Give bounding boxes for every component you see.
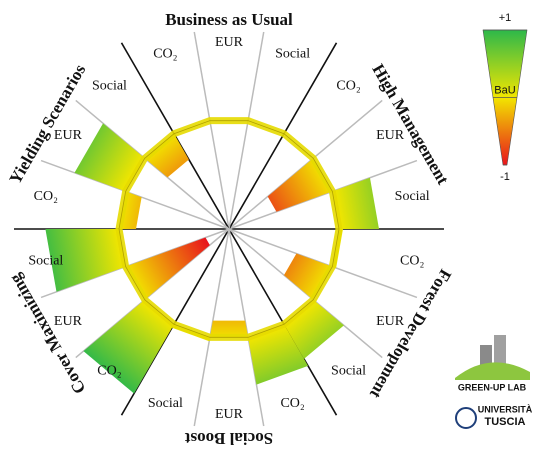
bar bbox=[125, 237, 210, 300]
logo-seal bbox=[455, 407, 477, 429]
indicator-label: EUR bbox=[376, 128, 405, 143]
bar bbox=[267, 158, 333, 212]
indicator-label: CO₂ bbox=[34, 189, 58, 204]
indicator-label: CO₂ bbox=[336, 79, 360, 94]
bar bbox=[209, 320, 249, 338]
bar bbox=[248, 324, 308, 385]
bar bbox=[45, 229, 126, 292]
bar bbox=[74, 123, 145, 192]
indicator-label: Social bbox=[92, 79, 127, 94]
logo-text: UNIVERSITÀ bbox=[478, 404, 533, 414]
indicator-divider bbox=[228, 99, 383, 230]
indicator-label: CO₂ bbox=[280, 396, 304, 411]
scenario-label: High Management bbox=[368, 61, 452, 188]
logo-hill bbox=[455, 362, 530, 380]
bau-ring-edge bbox=[118, 120, 340, 338]
indicator-divider bbox=[228, 159, 418, 230]
legend-label: -1 bbox=[500, 171, 510, 183]
indicator-label: Social bbox=[28, 254, 63, 269]
indicator-label: CO₂ bbox=[153, 46, 177, 61]
indicator-label: EUR bbox=[54, 314, 83, 329]
indicator-divider bbox=[228, 228, 265, 427]
logos: GREEN-UP LAB UNIVERSITÀ TUSCIA bbox=[455, 335, 533, 429]
indicator-label: EUR bbox=[54, 128, 83, 143]
bar bbox=[83, 299, 174, 394]
indicator-label: EUR bbox=[376, 314, 405, 329]
indicator-divider bbox=[228, 31, 265, 230]
indicator-label: EUR bbox=[215, 407, 244, 422]
bar bbox=[283, 253, 333, 300]
scenario-label: Business as Usual bbox=[165, 10, 293, 29]
indicator-label: Social bbox=[275, 46, 310, 61]
logo-text: GREEN-UP LAB bbox=[458, 382, 527, 392]
indicator-label: CO₂ bbox=[400, 254, 424, 269]
bar bbox=[332, 177, 379, 229]
indicator-label: Social bbox=[148, 396, 183, 411]
indicator-label: EUR bbox=[215, 35, 244, 50]
logo-text: TUSCIA bbox=[485, 416, 526, 428]
legend-label: +1 bbox=[499, 12, 512, 24]
scenario-label: Cover Maximizing bbox=[5, 270, 89, 397]
legend-label: BaU bbox=[494, 84, 515, 96]
scenario-label: Forest Development bbox=[366, 266, 455, 402]
scenario-label: Social Boost bbox=[185, 429, 274, 448]
indicator-divider bbox=[193, 31, 230, 230]
bar bbox=[144, 133, 189, 178]
indicator-label: Social bbox=[395, 189, 430, 204]
indicator-label: CO₂ bbox=[97, 364, 121, 379]
scenario-label: Yielding Scenarios bbox=[6, 61, 90, 188]
indicator-label: Social bbox=[331, 364, 366, 379]
